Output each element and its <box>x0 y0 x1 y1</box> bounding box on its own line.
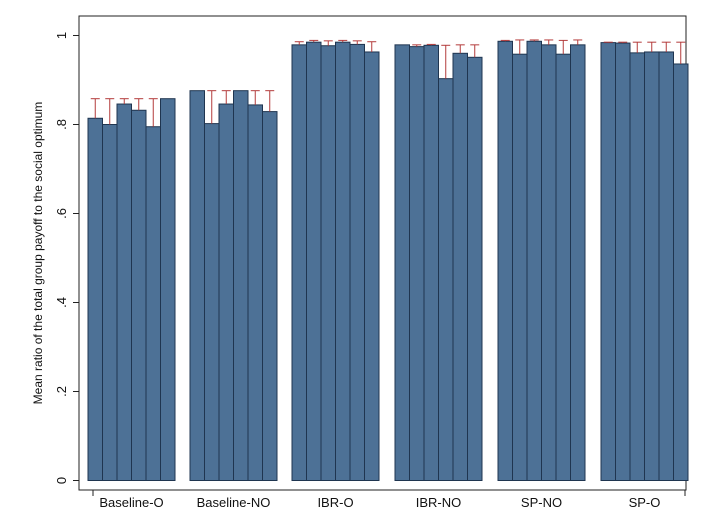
y-tick-label-.6: .6 <box>54 208 69 219</box>
error-bar-baseline-o-2 <box>105 98 115 125</box>
bar-ibr-o-4 <box>335 41 351 482</box>
bar-baseline-o-1 <box>87 117 103 482</box>
bar-ibr-no-4 <box>438 78 454 481</box>
error-bar-baseline-o-1 <box>90 98 100 119</box>
error-bar-ibr-o-3 <box>323 40 333 46</box>
bar-sp-no-4 <box>541 44 557 481</box>
y-axis-title: Mean ratio of the total group payoff to … <box>31 102 45 405</box>
x-tick-label-ibr-no: IBR-NO <box>416 495 462 510</box>
bar-baseline-no-5 <box>247 104 263 481</box>
error-bar-ibr-o-6 <box>367 41 377 52</box>
axes-layer: Baseline-O Baseline-NO IBR-O IBR-NO SP-NO SP-… <box>54 32 686 510</box>
bar-baseline-no-1 <box>189 90 205 482</box>
error-bar-ibr-no-2 <box>412 44 422 47</box>
bar-baseline-o-2 <box>102 124 118 481</box>
x-tick-label-baseline-o: Baseline-O <box>99 495 163 510</box>
bar-baseline-no-6 <box>262 111 278 481</box>
bar-ibr-o-5 <box>349 43 365 482</box>
bar-baseline-o-6 <box>160 98 176 481</box>
bar-sp-o-5 <box>658 51 674 482</box>
error-bar-baseline-no-6 <box>265 90 275 112</box>
bar-baseline-o-5 <box>145 126 161 481</box>
bar-baseline-o-4 <box>131 109 147 481</box>
bar-baseline-no-2 <box>204 123 220 482</box>
x-tick-label-baseline-no: Baseline-NO <box>197 495 271 510</box>
bar-sp-o-1 <box>600 42 616 482</box>
error-bar-ibr-o-4 <box>338 39 348 43</box>
error-bar-sp-o-2 <box>618 41 628 44</box>
error-bar-baseline-no-5 <box>250 90 260 105</box>
error-bar-baseline-o-3 <box>119 98 129 105</box>
y-tick-label-.4: .4 <box>54 297 69 308</box>
bar-sp-o-6 <box>673 63 689 481</box>
error-bar-ibr-o-5 <box>352 40 362 45</box>
bar-sp-no-1 <box>497 40 513 481</box>
error-bar-sp-o-3 <box>632 41 642 53</box>
y-tick-label-.8: .8 <box>54 119 69 130</box>
error-bar-baseline-o-4 <box>134 98 144 111</box>
bar-ibr-no-2 <box>409 46 425 481</box>
bar-ibr-o-2 <box>306 41 322 482</box>
bar-sp-no-3 <box>526 40 542 481</box>
error-bar-sp-no-6 <box>573 39 583 45</box>
error-bar-baseline-no-3 <box>221 90 231 105</box>
bars-layer <box>87 40 689 482</box>
error-bar-ibr-no-4 <box>441 44 451 79</box>
error-bar-sp-o-4 <box>647 41 657 52</box>
error-bar-ibr-no-3 <box>426 43 436 46</box>
bar-sp-o-3 <box>629 52 645 481</box>
y-tick-label-1: 1 <box>54 32 69 39</box>
x-tick-label-sp-o: SP-O <box>629 495 661 510</box>
error-bar-sp-no-2 <box>515 39 525 55</box>
bar-ibr-no-3 <box>423 44 439 481</box>
error-bar-ibr-no-5 <box>455 44 465 54</box>
error-bar-baseline-no-2 <box>207 90 217 124</box>
y-tick-label-0: 0 <box>54 477 69 484</box>
error-bar-sp-o-6 <box>676 41 686 64</box>
bar-ibr-no-6 <box>467 56 483 482</box>
bar-baseline-o-3 <box>116 103 132 481</box>
y-tick-label-.2: .2 <box>54 386 69 397</box>
x-tick-label-sp-no: SP-NO <box>521 495 562 510</box>
error-bar-sp-no-5 <box>558 39 568 55</box>
error-bar-sp-o-5 <box>661 41 671 52</box>
bar-ibr-o-3 <box>320 45 336 482</box>
error-bar-sp-no-3 <box>529 39 539 42</box>
error-bar-ibr-no-6 <box>470 44 480 58</box>
bar-ibr-no-1 <box>394 44 410 481</box>
error-bar-sp-no-1 <box>500 39 510 42</box>
bar-ibr-o-6 <box>364 51 380 482</box>
bar-sp-no-2 <box>512 53 528 481</box>
bar-sp-o-4 <box>644 51 660 482</box>
bar-baseline-no-3 <box>218 103 234 481</box>
bar-ibr-no-5 <box>452 52 468 482</box>
bar-sp-o-2 <box>615 42 631 481</box>
error-bar-baseline-o-5 <box>148 98 158 127</box>
error-bars-layer <box>90 39 686 127</box>
error-bar-ibr-o-2 <box>309 39 319 43</box>
error-bar-ibr-o-1 <box>294 41 304 45</box>
bar-baseline-no-4 <box>233 90 249 482</box>
bar-sp-no-5 <box>555 53 571 481</box>
error-bar-sp-no-4 <box>544 39 554 45</box>
x-tick-label-ibr-o: IBR-O <box>317 495 353 510</box>
bar-sp-no-6 <box>570 44 586 481</box>
bar-ibr-o-1 <box>291 44 307 481</box>
